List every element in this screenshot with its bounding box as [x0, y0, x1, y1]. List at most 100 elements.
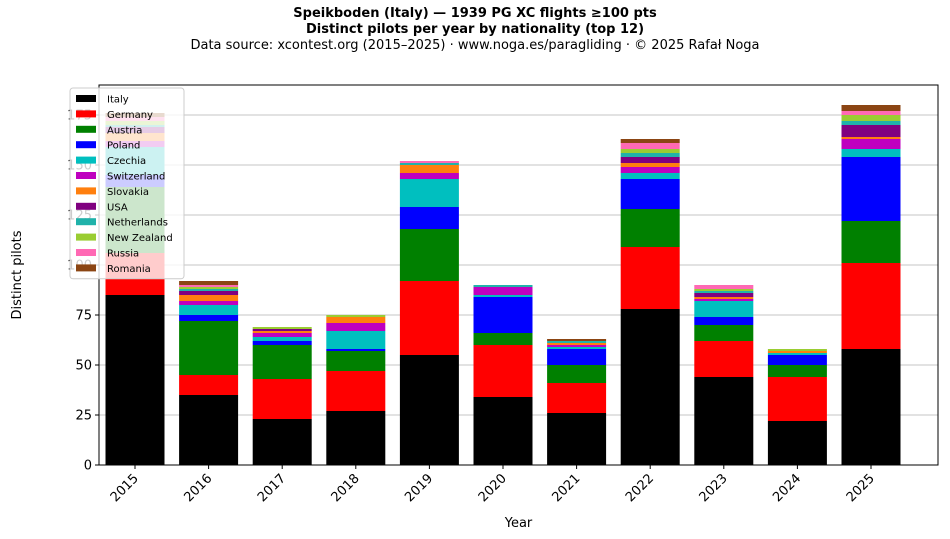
bar-segment-new-zealand [767, 349, 827, 351]
bar-segment-poland [694, 317, 754, 325]
bar-segment-germany [326, 371, 386, 411]
legend-swatch [76, 187, 96, 195]
legend-label: Czechia [107, 156, 146, 167]
bar-segment-poland [252, 341, 312, 345]
bar-segment-austria [620, 209, 680, 247]
bar-segment-slovakia [694, 297, 754, 299]
bar-segment-czechia [399, 179, 459, 207]
bar-segment-usa [620, 157, 680, 163]
bar-segment-czechia [326, 331, 386, 349]
bar-segment-italy [694, 377, 754, 465]
legend-label: Italy [107, 95, 129, 106]
bar-segment-austria [547, 365, 607, 383]
bar-segment-austria [694, 325, 754, 341]
bar-segment-slovakia [620, 163, 680, 167]
bar-segment-netherlands [473, 285, 533, 287]
bar-segment-italy [252, 419, 312, 465]
y-axis-label: Distinct pilots [10, 230, 25, 319]
bar-segment-romania [547, 339, 607, 341]
x-axis: 2015 2016 2017 2018 2019 2020 2021 2022 2023 2024… [108, 465, 878, 505]
bar-segment-austria [252, 345, 312, 379]
bar-segment-germany [694, 341, 754, 377]
bar-segment-romania [620, 139, 680, 143]
bar-segment-russia [399, 161, 459, 163]
bar-segment-czechia [252, 337, 312, 341]
y-tick-label: 50 [75, 359, 92, 374]
bar-segment-germany [767, 377, 827, 421]
bar-segment-austria [841, 221, 901, 263]
legend: Italy Germany Austria Poland Czechia Switzerl… [69, 87, 185, 280]
legend-swatch [76, 218, 96, 226]
x-tick-label: 2025 [844, 471, 878, 505]
bar-segment-poland [547, 349, 607, 365]
bar-segment-russia [620, 143, 680, 149]
legend-label: Russia [107, 249, 139, 260]
bar-segment-austria [473, 333, 533, 345]
bar-segment-russia [841, 111, 901, 115]
bar-segment-poland [179, 315, 239, 321]
bar-segment-slovakia [399, 165, 459, 173]
bar-segment-italy [767, 421, 827, 465]
bar-segment-switzerland [694, 299, 754, 301]
bar-segment-usa [252, 329, 312, 331]
bar-segment-germany [620, 247, 680, 309]
bar-segment-netherlands [547, 341, 607, 343]
bar-segment-czechia [620, 173, 680, 179]
bar-segment-italy [105, 295, 165, 465]
bar-segment-romania [841, 105, 901, 111]
bar-segment-czechia [841, 149, 901, 157]
legend-swatch [76, 264, 96, 272]
x-tick-label: 2024 [770, 471, 804, 505]
x-tick-label: 2023 [697, 471, 731, 505]
bar-segment-poland [473, 297, 533, 333]
legend-label: Slovakia [107, 187, 149, 198]
bar-segment-germany [547, 383, 607, 413]
bar-segments [105, 105, 901, 465]
bar-segment-switzerland [473, 287, 533, 295]
legend-swatch [76, 202, 96, 210]
bar-segment-germany [473, 345, 533, 397]
bar-segment-switzerland [620, 167, 680, 173]
bar-segment-poland [326, 349, 386, 351]
legend-swatch [76, 125, 96, 133]
legend-swatch [76, 95, 96, 102]
x-axis-label: Year [504, 516, 533, 531]
legend-label: New Zealand [107, 233, 173, 244]
y-tick-label: 25 [75, 409, 92, 424]
chart-titles: Speikboden (Italy) — 1939 PG XC flights … [0, 6, 950, 54]
bar-segment-italy [547, 413, 607, 465]
y-tick-label: 75 [75, 309, 92, 324]
legend-swatch [76, 141, 96, 149]
bar-segment-czechia [694, 301, 754, 317]
bar-segment-slovakia [767, 351, 827, 353]
x-tick-label: 2020 [476, 471, 510, 505]
bar-segment-czechia [547, 347, 607, 349]
legend-label: Switzerland [107, 172, 165, 183]
x-tick-label: 2019 [402, 471, 436, 505]
bar-segment-switzerland [179, 301, 239, 305]
bar-segment-austria [179, 321, 239, 375]
bar-segment-usa [694, 293, 754, 297]
bar-segment-poland [620, 179, 680, 209]
legend-swatch [76, 249, 96, 256]
bar-segment-netherlands [399, 163, 459, 165]
x-tick-label: 2015 [108, 471, 142, 505]
bar-segment-netherlands [620, 153, 680, 157]
bar-segment-switzerland [547, 345, 607, 347]
x-tick-label: 2022 [623, 471, 657, 505]
legend-swatch [76, 172, 96, 179]
bar-segment-russia [179, 285, 239, 287]
bar-segment-germany [841, 263, 901, 349]
bar-segment-netherlands [179, 289, 239, 291]
legend-box [69, 87, 185, 280]
bar-segment-poland [399, 207, 459, 229]
bar-segment-austria [326, 351, 386, 371]
chart-title-line2: Distinct pilots per year by nationality … [305, 22, 645, 37]
bar-segment-germany [399, 281, 459, 355]
bar-segment-italy [399, 355, 459, 465]
bar-segment-slovakia [252, 331, 312, 333]
bar-segment-italy [620, 309, 680, 465]
bar-segment-austria [767, 365, 827, 377]
legend-label: Romania [107, 264, 151, 275]
